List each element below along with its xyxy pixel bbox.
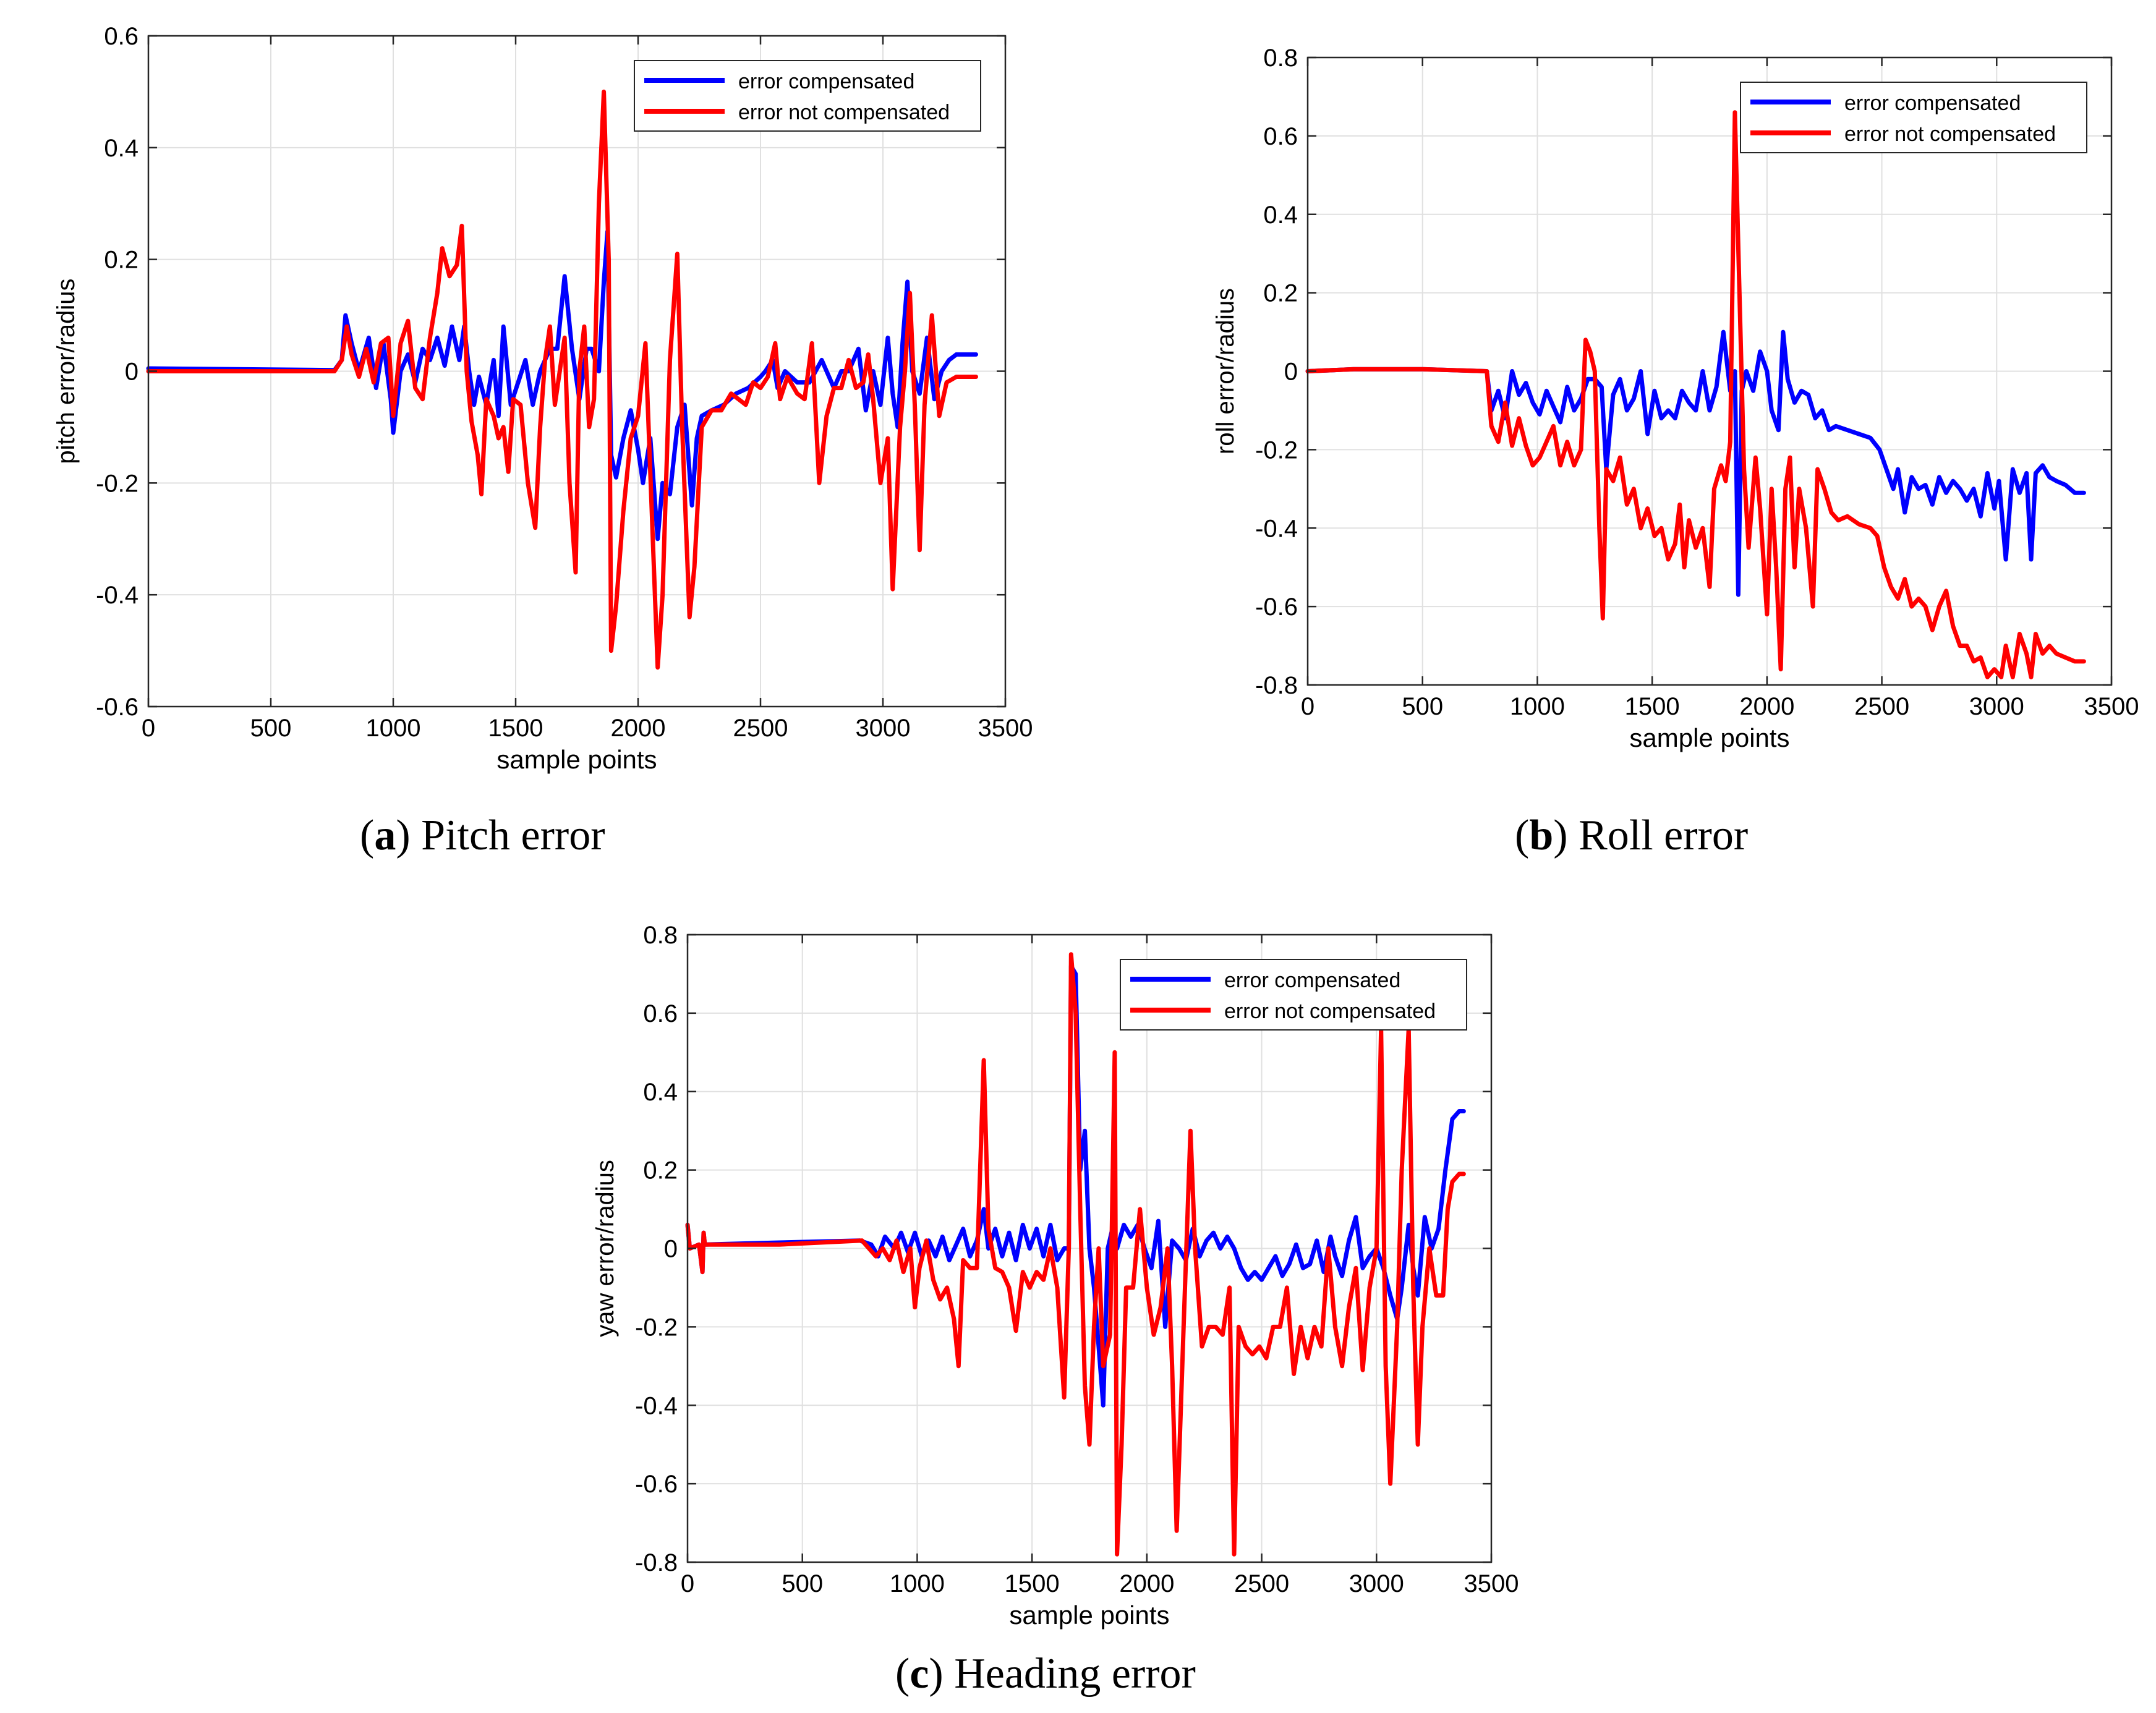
y-tick-label: -0.4 (635, 1392, 678, 1419)
y-tick-label: -0.4 (96, 582, 138, 609)
legend: error compensated error not compensated (1740, 82, 2087, 153)
legend-label: error compensated (1224, 969, 1400, 992)
y-tick-label: 0 (1284, 359, 1298, 386)
legend-label: error not compensated (738, 101, 950, 124)
y-tick-label: 0 (125, 359, 138, 386)
x-tick-label: 1000 (366, 715, 421, 742)
x-axis-label: sample points (1629, 723, 1789, 752)
y-tick-label: 0.2 (643, 1157, 678, 1184)
x-tick-label: 0 (1301, 693, 1314, 720)
x-tick-label: 500 (1402, 693, 1443, 720)
legend-box (634, 60, 981, 132)
x-tick-label: 2000 (1119, 1570, 1174, 1597)
legend-label: error compensated (1844, 91, 2021, 115)
caption-heading: (c) Heading error (895, 1650, 1196, 1698)
x-tick-label: 500 (250, 715, 292, 742)
x-tick-label: 3000 (1349, 1570, 1404, 1597)
x-axis-label: sample points (496, 745, 657, 774)
legend-label: error not compensated (1844, 122, 2056, 146)
y-axis-label: pitch error/radius (53, 278, 80, 464)
caption-pitch: (a) Pitch error (360, 812, 605, 859)
y-tick-label: -0.8 (1255, 672, 1298, 699)
legend: error compensated error not compensated (634, 60, 981, 132)
x-tick-label: 3500 (1464, 1570, 1519, 1597)
x-tick-label: 2000 (611, 715, 666, 742)
x-tick-label: 3500 (978, 715, 1033, 742)
x-tick-label: 0 (681, 1570, 694, 1597)
x-tick-label: 0 (142, 715, 155, 742)
series-line-error-compensated (685, 964, 1466, 1408)
x-tick-label: 1500 (488, 715, 543, 742)
y-tick-label: 0.4 (643, 1079, 678, 1106)
x-tick-label: 2500 (1854, 693, 1909, 720)
x-tick-label: 500 (782, 1570, 823, 1597)
legend-box (1120, 959, 1467, 1031)
y-tick-label: -0.6 (96, 694, 138, 721)
y-tick-label: 0.4 (104, 135, 138, 162)
series-line-error-not-compensated (685, 952, 1466, 1557)
y-axis-label: roll error/radius (1212, 288, 1239, 454)
y-tick-label: -0.2 (96, 470, 138, 497)
pitch-error-chart: 0 500 1000 1500 2000 2500 3000 3500 -0.6 -0.4 -0.2… (53, 23, 1033, 774)
series-line-error-not-compensated (1305, 110, 2086, 679)
y-tick-label: 0.2 (1263, 280, 1298, 307)
x-tick-label: 1500 (1625, 693, 1680, 720)
x-tick-label: 2500 (1234, 1570, 1289, 1597)
x-tick-label: 1000 (1510, 693, 1565, 720)
y-tick-label: 0.8 (643, 922, 678, 949)
y-tick-label: 0.4 (1263, 202, 1298, 229)
caption-roll: (b) Roll error (1515, 812, 1749, 859)
roll-error-chart: 0 500 1000 1500 2000 2500 3000 3500 -0.8 -0.6 -0.4… (1212, 45, 2139, 752)
y-axis-label: yaw error/radius (592, 1160, 619, 1337)
y-tick-label: -0.6 (635, 1471, 678, 1498)
y-tick-label: -0.8 (635, 1549, 678, 1576)
y-tick-label: -0.6 (1255, 593, 1298, 621)
y-tick-label: 0.8 (1263, 45, 1298, 72)
legend-label: error not compensated (1224, 1000, 1436, 1023)
x-tick-label: 1000 (890, 1570, 945, 1597)
x-tick-label: 2000 (1739, 693, 1794, 720)
y-tick-label: 0.6 (643, 1000, 678, 1027)
legend-label: error compensated (738, 70, 914, 93)
y-tick-label: 0.6 (104, 23, 138, 50)
x-tick-label: 3000 (1969, 693, 2024, 720)
x-tick-label: 3500 (2084, 693, 2139, 720)
x-tick-label: 3000 (856, 715, 911, 742)
series-line-error-compensated (146, 229, 978, 542)
heading-error-chart: 0 500 1000 1500 2000 2500 3000 3500 -0.8 -0.6 -0.4… (592, 922, 1519, 1630)
legend: error compensated error not compensated (1120, 959, 1467, 1031)
x-axis-label: sample points (1009, 1600, 1169, 1630)
x-tick-label: 2500 (733, 715, 788, 742)
y-tick-label: 0.6 (1263, 123, 1298, 150)
series-line-error-compensated (1305, 329, 2086, 597)
y-tick-label: -0.2 (635, 1314, 678, 1341)
y-tick-label: 0.2 (104, 247, 138, 274)
legend-box (1740, 82, 2087, 153)
y-tick-label: -0.2 (1255, 436, 1298, 464)
x-tick-label: 1500 (1005, 1570, 1060, 1597)
y-tick-label: 0 (664, 1236, 678, 1263)
y-tick-label: -0.4 (1255, 515, 1298, 542)
series-line-error-not-compensated (146, 89, 978, 670)
